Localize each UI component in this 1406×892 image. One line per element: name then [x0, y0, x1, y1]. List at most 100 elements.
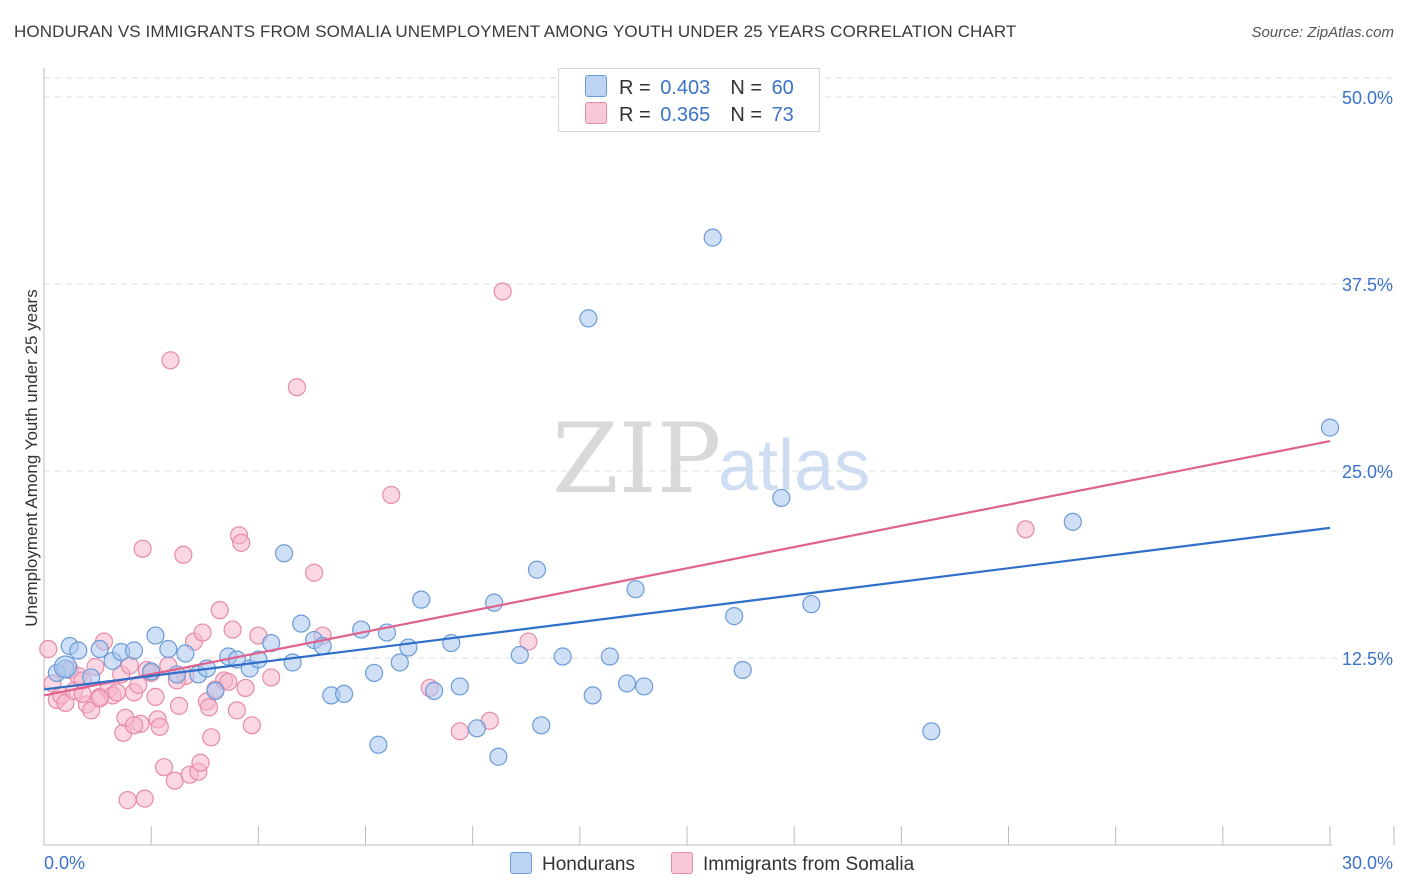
- point-honduran: [467, 719, 487, 738]
- point-somalia: [150, 717, 169, 736]
- point-honduran: [124, 641, 144, 660]
- gridlines: [44, 77, 1394, 659]
- point-honduran: [635, 677, 654, 696]
- y-tick-label: 37.5%: [1342, 275, 1393, 295]
- point-somalia: [199, 698, 219, 717]
- point-honduran: [772, 488, 791, 508]
- legend-swatch-somalia: [585, 102, 607, 124]
- legend-n-value-somalia: 73: [771, 104, 794, 126]
- point-honduran: [617, 674, 637, 693]
- legend-row-hondurans: R = 0.403 N = 60: [585, 75, 794, 99]
- point-somalia: [382, 485, 401, 505]
- point-somalia: [1016, 520, 1035, 539]
- point-somalia: [227, 701, 246, 720]
- point-honduran: [399, 638, 418, 657]
- trend-line-hondurans: [43, 526, 1331, 691]
- point-honduran: [90, 639, 109, 659]
- point-somalia: [450, 722, 469, 741]
- bottom-legend-label-somalia: Immigrants from Somalia: [703, 854, 915, 875]
- point-honduran: [369, 735, 388, 754]
- point-honduran: [489, 747, 508, 766]
- trend-line-somalia: [43, 440, 1331, 697]
- point-somalia: [519, 632, 538, 651]
- y-tick-label: 25.0%: [1342, 462, 1393, 482]
- point-honduran: [600, 647, 619, 666]
- point-honduran: [352, 620, 371, 639]
- point-somalia: [154, 758, 174, 777]
- point-somalia: [236, 678, 255, 698]
- point-honduran: [527, 560, 547, 579]
- point-somalia: [193, 623, 212, 642]
- point-somalia: [146, 687, 165, 706]
- legend-r-label: R =: [619, 104, 651, 126]
- legend-swatch-hondurans: [585, 75, 607, 97]
- legend-r-value-hondurans: 0.403: [660, 77, 711, 99]
- x-tick-label: 0.0%: [44, 853, 85, 873]
- legend: R = 0.403 N = 60 R = 0.365 N = 73: [558, 68, 820, 132]
- point-somalia: [191, 753, 210, 772]
- point-somalia: [169, 696, 189, 715]
- point-honduran: [159, 639, 178, 659]
- point-honduran: [412, 590, 431, 609]
- point-honduran: [802, 595, 821, 614]
- watermark-zip: ZIP: [552, 403, 721, 515]
- point-honduran: [390, 653, 409, 672]
- point-honduran: [450, 677, 469, 696]
- point-honduran: [725, 607, 744, 626]
- watermark-atlas: atlas: [718, 426, 870, 506]
- tick-labels: 12.5% 25.0% 37.5% 50.0% 0.0% 30.0%: [44, 88, 1393, 873]
- chart-title: HONDURAN VS IMMIGRANTS FROM SOMALIA UNEM…: [14, 22, 1017, 41]
- point-somalia: [118, 791, 137, 810]
- point-honduran: [274, 544, 294, 563]
- axes: [43, 68, 1395, 846]
- point-somalia: [219, 672, 238, 692]
- point-honduran: [579, 309, 598, 328]
- trend-lines: [43, 440, 1331, 697]
- point-somalia: [107, 683, 126, 702]
- point-honduran: [510, 645, 529, 665]
- point-honduran: [703, 228, 722, 247]
- point-honduran: [733, 660, 752, 680]
- bottom-legend-somalia: Immigrants from Somalia: [671, 852, 914, 876]
- legend-n-label: N =: [730, 104, 762, 126]
- point-somalia: [90, 689, 109, 708]
- point-honduran: [206, 681, 225, 701]
- point-somalia: [161, 351, 180, 370]
- point-somalia: [202, 728, 221, 747]
- y-tick-label: 12.5%: [1342, 649, 1393, 669]
- bottom-legend-swatch-hondurans: [510, 852, 532, 874]
- point-somalia: [242, 716, 262, 735]
- point-somalia: [262, 668, 281, 687]
- legend-n-label: N =: [730, 77, 762, 99]
- point-somalia: [135, 789, 154, 808]
- legend-n-value-hondurans: 60: [771, 77, 794, 99]
- y-axis-label: Unemployment Among Youth under 25 years: [22, 289, 41, 626]
- source-label: Source: ZipAtlas.com: [1251, 24, 1394, 41]
- point-somalia: [210, 601, 229, 620]
- point-somalia: [133, 539, 152, 558]
- bottom-legend-hondurans: Hondurans: [510, 852, 635, 876]
- point-somalia: [493, 282, 512, 301]
- point-honduran: [69, 641, 88, 660]
- point-honduran: [334, 684, 354, 704]
- bottom-legend-swatch-somalia: [671, 852, 693, 874]
- point-honduran: [583, 686, 602, 705]
- point-somalia: [39, 639, 58, 659]
- y-tick-label: 50.0%: [1342, 88, 1393, 108]
- point-honduran: [146, 626, 165, 645]
- point-honduran: [176, 644, 195, 663]
- point-honduran: [553, 647, 572, 666]
- point-honduran: [1320, 418, 1340, 437]
- point-somalia: [287, 378, 307, 397]
- point-honduran: [53, 655, 78, 679]
- point-somalia: [223, 620, 242, 639]
- point-somalia: [174, 545, 193, 564]
- watermark: ZIP atlas: [552, 403, 870, 515]
- point-somalia: [124, 716, 144, 735]
- bottom-legend-label-hondurans: Hondurans: [542, 854, 635, 875]
- x-tick-label: 30.0%: [1342, 853, 1393, 873]
- legend-r-label: R =: [619, 77, 651, 99]
- point-somalia: [304, 563, 324, 582]
- point-honduran: [626, 580, 645, 599]
